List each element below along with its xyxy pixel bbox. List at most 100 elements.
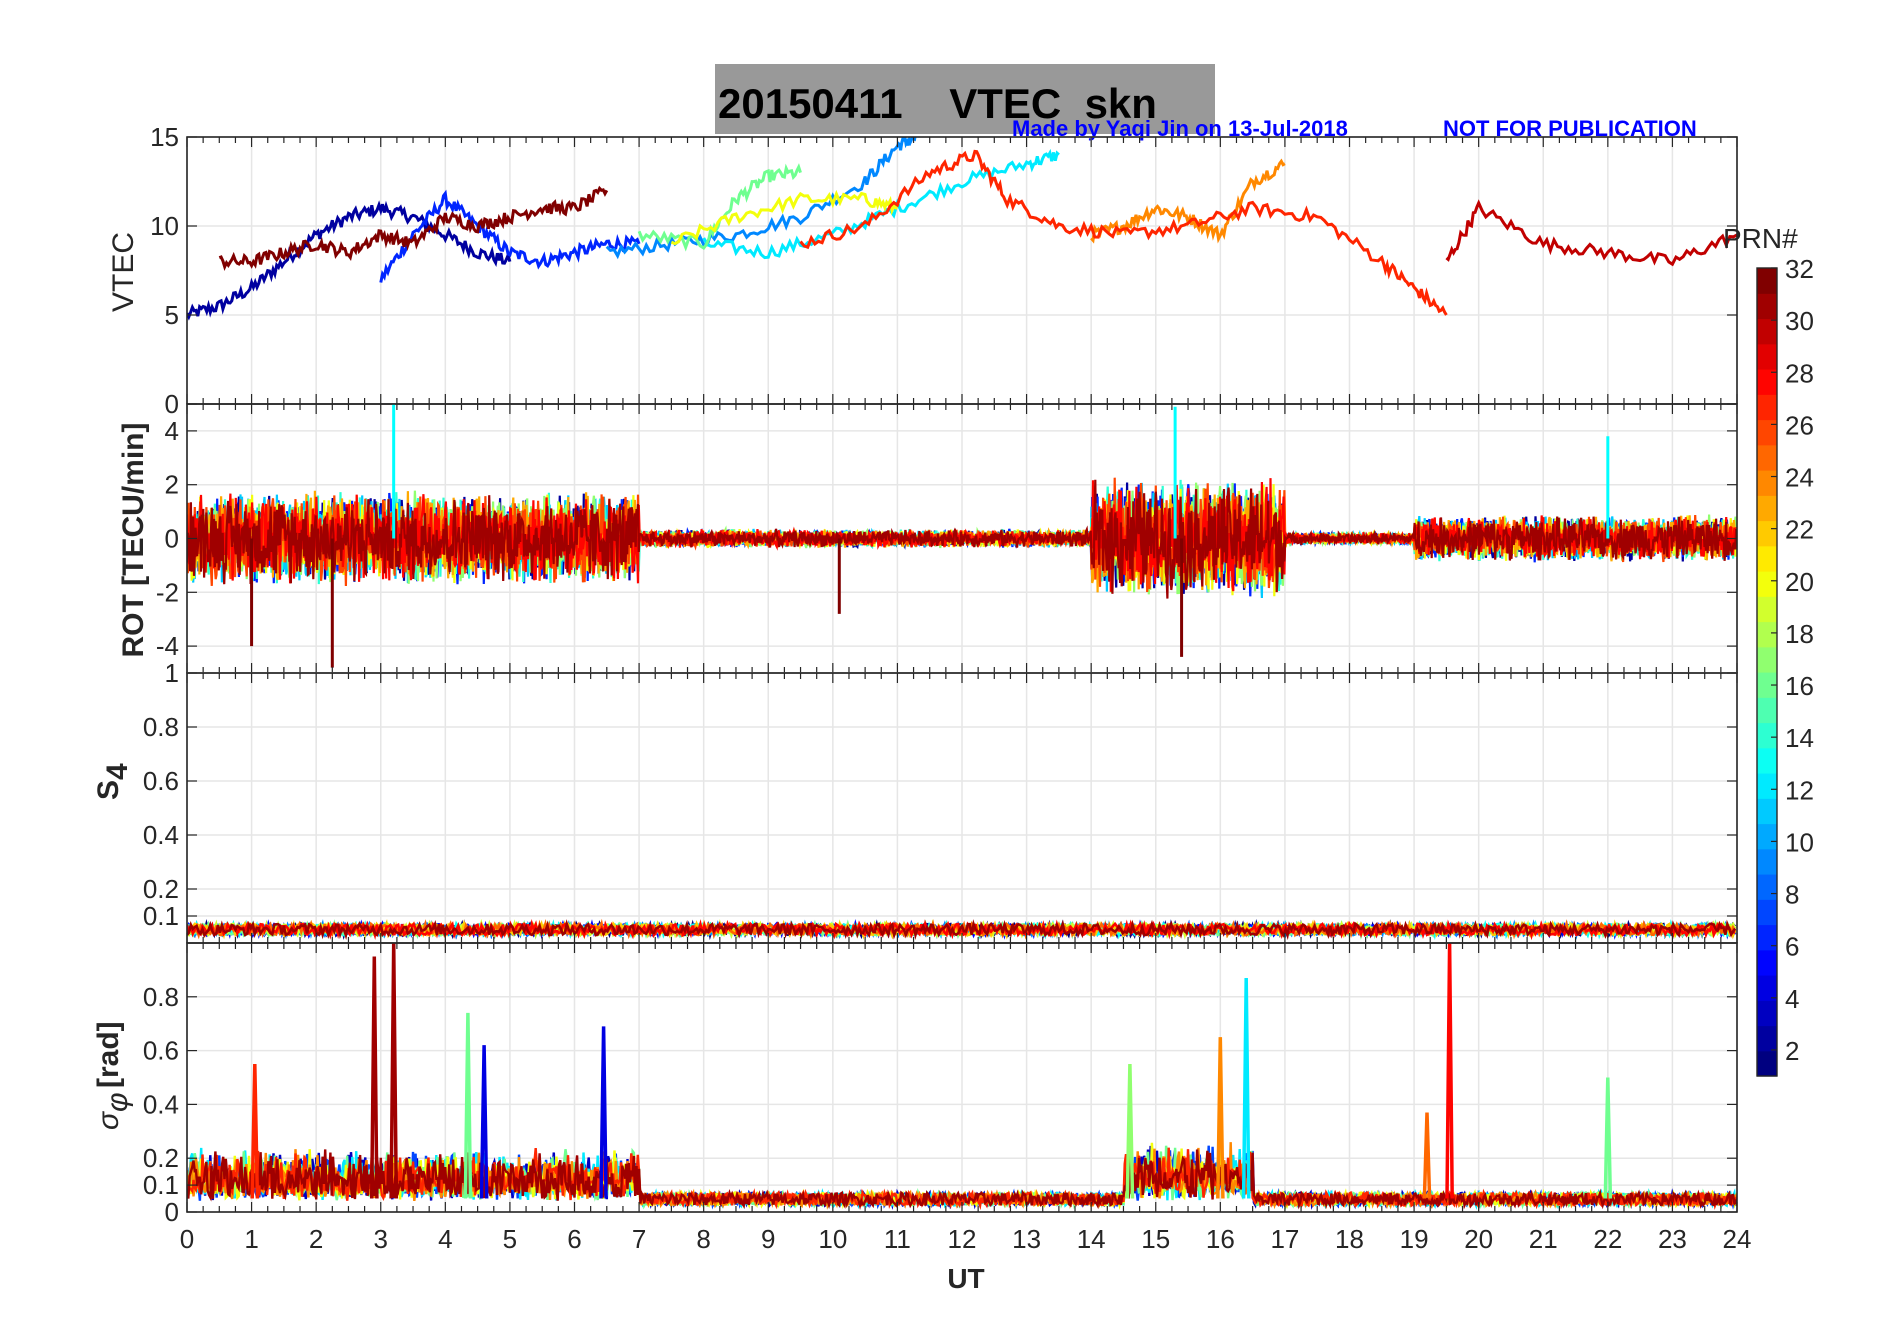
y-tick-label: 0.1 <box>143 1170 179 1200</box>
ticks-sigma_phi <box>186 943 1738 1213</box>
x-tick-label: 0 <box>180 1224 194 1254</box>
ticks-s4 <box>186 672 1738 943</box>
colorbar-cell <box>1757 369 1777 395</box>
sigma-ylabel-main: σ <box>92 1110 125 1130</box>
x-tick-label: 6 <box>567 1224 581 1254</box>
panel-vtec: 0 5 10 15 <box>150 122 1738 419</box>
colorbar-cell <box>1757 596 1777 623</box>
data-vtec <box>187 137 1737 321</box>
y-tick-label: 0.4 <box>143 820 179 850</box>
colorbar-tick-label: 8 <box>1785 880 1799 910</box>
sigma-spike <box>369 956 379 1199</box>
colorbar-tick-label: 32 <box>1785 254 1814 284</box>
colorbar-tick-label: 18 <box>1785 619 1814 649</box>
x-tick-label: 12 <box>948 1224 977 1254</box>
y-tick-label: 0.8 <box>143 712 179 742</box>
colorbar-cell <box>1757 520 1777 547</box>
y-tick-label: 0.2 <box>143 1143 179 1173</box>
rot-series-prn-31 <box>187 479 1737 599</box>
y-tick-label: 15 <box>150 122 179 152</box>
vtec-series-prn-27 <box>799 149 1448 316</box>
colorbar-tick-label: 16 <box>1785 671 1814 701</box>
vtec-series-prn-6 <box>379 189 641 283</box>
s4-series-prn-31 <box>187 919 1737 941</box>
sigma-ylabel: σ φ [rad] <box>92 1021 134 1130</box>
colorbar-tick-label: 20 <box>1785 567 1814 597</box>
sigma-spike <box>1125 1063 1135 1199</box>
y-tick-label: 0 <box>165 524 179 554</box>
vtec-series-prn-30 <box>1445 199 1737 267</box>
data-rot <box>187 404 1737 668</box>
s4-ylabel-sub: 4 <box>101 763 134 780</box>
y-tick-label: -2 <box>156 577 179 607</box>
x-tick-label: 2 <box>309 1224 323 1254</box>
x-tick-label: 15 <box>1141 1224 1170 1254</box>
sigma-ylabel-unit: [rad] <box>92 1021 125 1088</box>
y-tick-label: 0.6 <box>143 1036 179 1066</box>
colorbar-border <box>1756 267 1778 1077</box>
colorbar-tick-label: 28 <box>1785 358 1814 388</box>
vtec-series-prn-16 <box>637 163 802 252</box>
panel-s4: 0.10.2 0.4 0.6 0.8 1 <box>143 658 1738 944</box>
colorbar-cell <box>1757 848 1777 875</box>
title-box <box>715 64 1215 134</box>
colorbar-cell <box>1757 293 1777 320</box>
y-tick-label: 4 <box>165 416 179 446</box>
colorbar-cell <box>1757 949 1777 976</box>
colorbar-cell <box>1757 697 1777 724</box>
colorbar-cell <box>1757 722 1777 749</box>
colorbar-tick-label: 24 <box>1785 463 1814 493</box>
x-tick-label: 14 <box>1077 1224 1106 1254</box>
sigma-spike <box>1445 943 1454 1199</box>
vtec-series-prn-20 <box>670 189 898 246</box>
x-tick-label: 3 <box>374 1224 388 1254</box>
panels: 051015-4-20240.10.20.40.60.8100.10.20.40… <box>143 122 1752 1254</box>
colorbar-cell <box>1757 672 1777 698</box>
y-tick-label: 0.4 <box>143 1089 179 1119</box>
sigma-spike <box>1422 1112 1432 1199</box>
colorbar-cell <box>1757 646 1777 673</box>
x-tick-labels: 0 1 2 3 4 5 6 7 8 9 10 11 12 13 14 15 16 17 18 19 20 21 22 23 24 <box>180 1224 1752 1254</box>
colorbar-cell <box>1757 899 1777 926</box>
colorbar-cell <box>1757 495 1777 522</box>
panel-rot: -4 -2 0 2 4 <box>156 403 1738 674</box>
colorbar-title: PRN# <box>1723 223 1798 254</box>
colorbar-cell <box>1757 874 1777 900</box>
ticks-rot <box>186 404 1738 673</box>
y-tick-label: 0.6 <box>143 766 179 796</box>
colorbar-cell <box>1757 268 1777 294</box>
sigma-spike <box>599 1026 608 1199</box>
colorbar-cell <box>1757 1050 1777 1077</box>
colorbar-cell <box>1757 1000 1777 1027</box>
colorbar-cell <box>1757 343 1777 370</box>
colorbar-tick-label: 26 <box>1785 410 1814 440</box>
vtec-series-prn-9 <box>605 137 917 260</box>
colorbar-tick-label: 10 <box>1785 827 1814 857</box>
x-tick-label: 13 <box>1012 1224 1041 1254</box>
colorbar-cell <box>1757 571 1777 597</box>
x-tick-label: 16 <box>1206 1224 1235 1254</box>
y-tick-label: 0.8 <box>143 982 179 1012</box>
grid-vtec <box>186 136 1738 405</box>
sigma-spike <box>463 1012 473 1199</box>
colorbar-cell <box>1757 444 1777 471</box>
sigma-spike <box>389 943 399 1199</box>
y-tick-label: 0 <box>165 1197 179 1227</box>
colorbar-cell <box>1757 924 1777 951</box>
y-tick-label: 0.1 <box>143 901 179 931</box>
x-tick-label: 11 <box>884 1224 911 1254</box>
sigma-ylabel-sub: φ <box>101 1092 134 1112</box>
x-tick-label: 23 <box>1658 1224 1687 1254</box>
colorbar-cell <box>1757 773 1777 799</box>
colorbar-tick-label: 14 <box>1785 723 1814 753</box>
data-s4 <box>187 918 1737 941</box>
colorbar-cell <box>1757 318 1777 345</box>
x-tick-label: 18 <box>1335 1224 1364 1254</box>
y-tick-label: 10 <box>150 211 179 241</box>
s4-ylabel-main: S <box>92 780 125 800</box>
colorbar-cell <box>1757 798 1777 825</box>
x-tick-label: 7 <box>632 1224 646 1254</box>
s4-ylabel: S 4 <box>92 763 134 800</box>
